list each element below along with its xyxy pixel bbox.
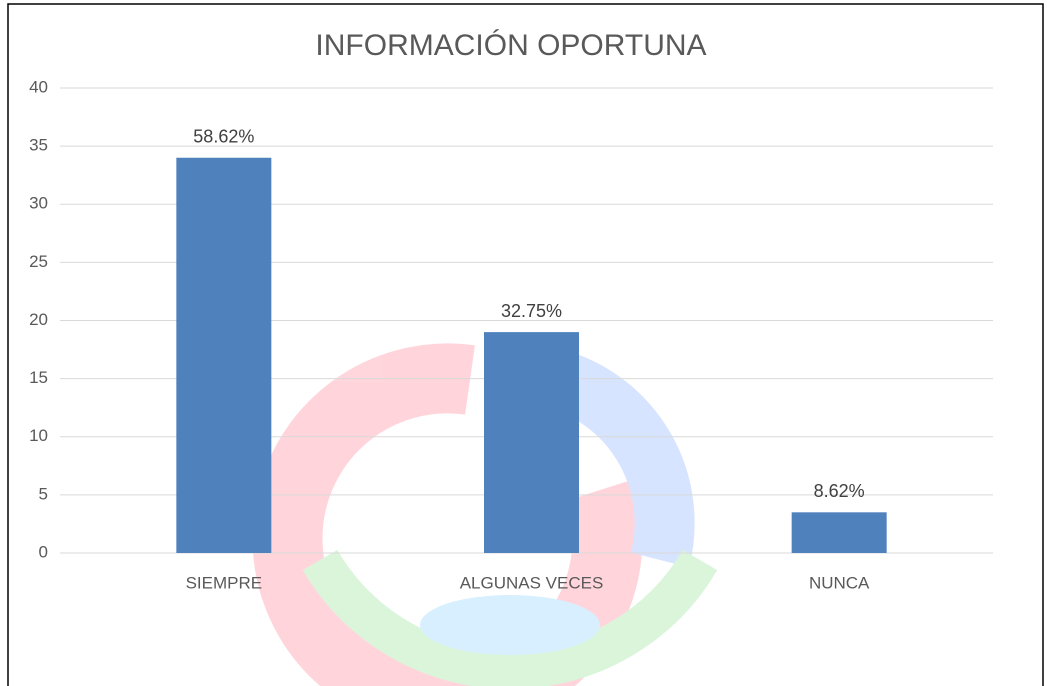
bar [791, 512, 887, 553]
y-tick-label: 5 [39, 484, 48, 503]
x-tick-label: SIEMPRE [186, 573, 263, 592]
watermark-arc [550, 351, 695, 568]
x-tick-label: ALGUNAS VECES [460, 573, 604, 592]
y-tick-label: 25 [29, 252, 48, 271]
y-tick-label: 20 [29, 310, 48, 329]
y-tick-label: 35 [29, 136, 48, 155]
watermark-arc [252, 343, 643, 686]
chart-title: INFORMACIÓN OPORTUNA [315, 29, 706, 62]
data-label: 58.62% [193, 127, 254, 147]
y-tick-label: 0 [39, 542, 48, 561]
data-label: 32.75% [501, 301, 562, 321]
y-tick-label: 30 [29, 194, 48, 213]
watermark-arc [302, 549, 718, 686]
data-label: 8.62% [814, 481, 865, 501]
y-tick-label: 10 [29, 426, 48, 445]
x-tick-label: NUNCA [809, 573, 870, 592]
bar [484, 332, 579, 553]
frame [7, 3, 1044, 686]
watermark [252, 343, 718, 686]
watermark-drop [420, 595, 600, 655]
y-tick-label: 15 [29, 368, 48, 387]
y-tick-label: 40 [29, 77, 48, 96]
bar [176, 157, 272, 553]
